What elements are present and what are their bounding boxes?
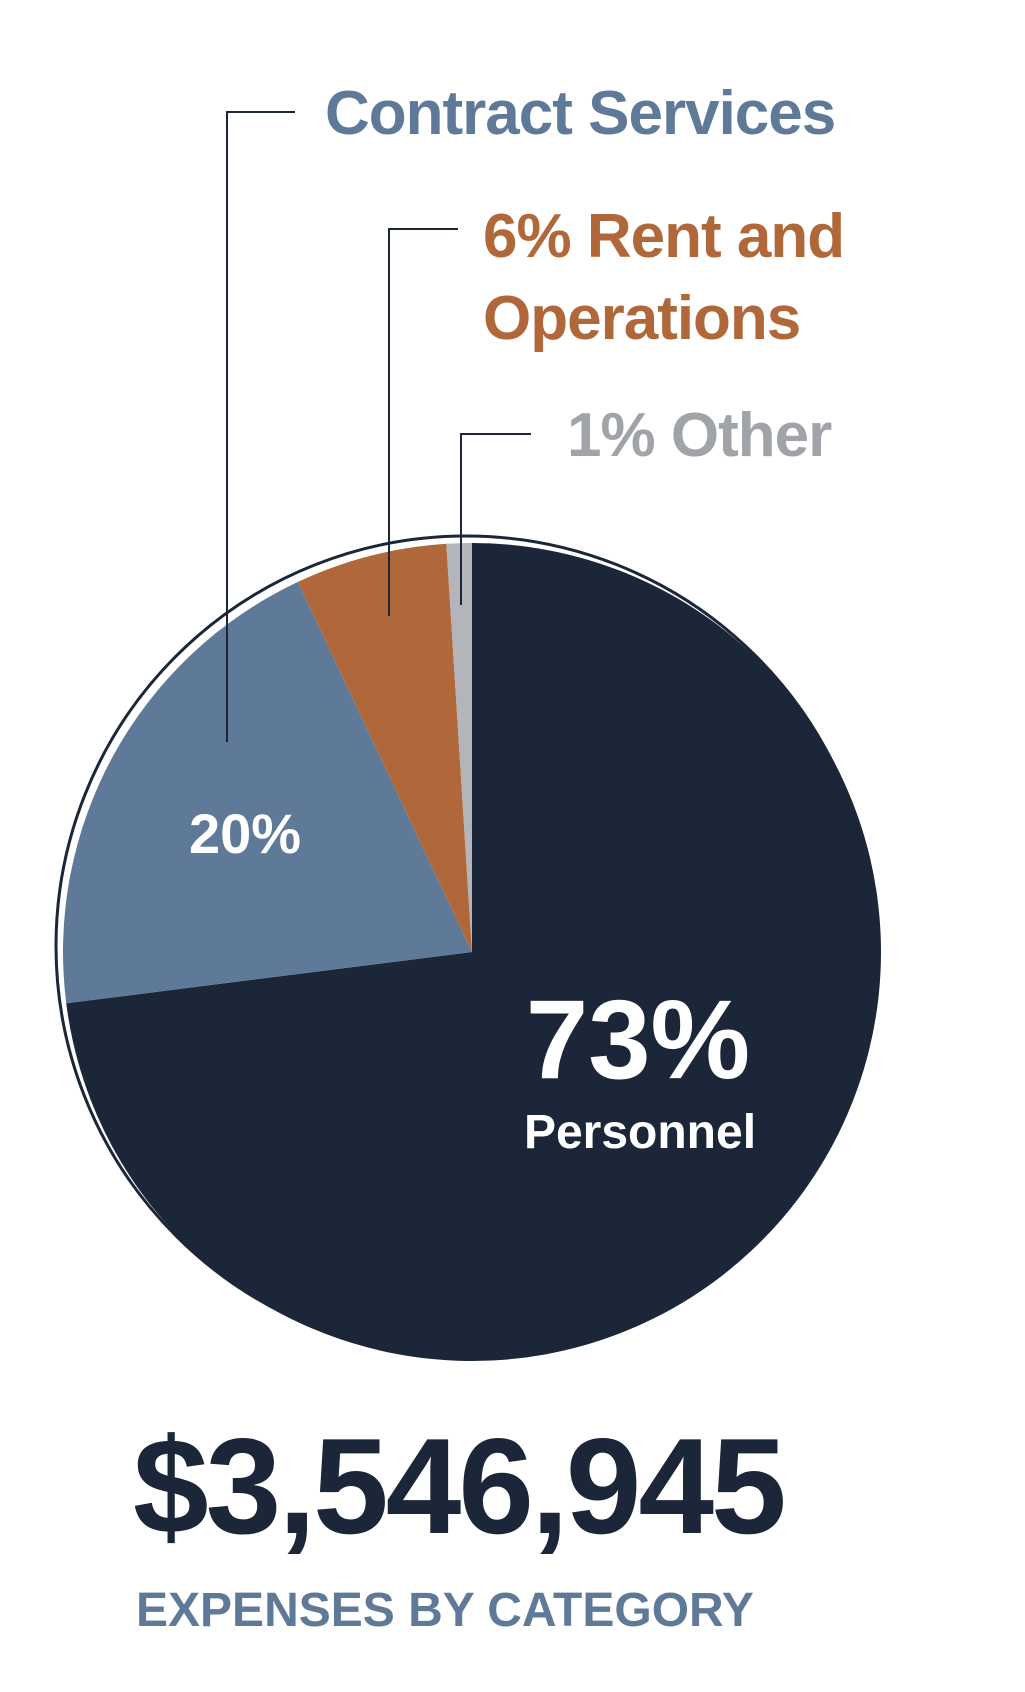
value-label: 20% xyxy=(189,802,301,865)
value-label: 1% xyxy=(567,401,655,470)
pie-slice xyxy=(446,543,472,952)
value-label: 73% xyxy=(526,977,750,1102)
slices xyxy=(62,543,881,1361)
category-label: Contract Services xyxy=(325,79,835,148)
category-name: Rent and Operations xyxy=(483,202,845,353)
category-label: Personnel xyxy=(524,1106,756,1159)
leader-line xyxy=(226,111,295,742)
category-label: 6% Rent and Operations xyxy=(483,196,953,360)
total: $3,546,945 xyxy=(133,1410,784,1562)
subtitle: EXPENSES BY CATEGORY xyxy=(136,1584,754,1637)
leader-line xyxy=(460,433,531,605)
value-label: 6% xyxy=(483,202,572,271)
category-name: Other xyxy=(671,401,832,470)
pie-slice xyxy=(297,543,472,952)
category-label: 1% Other xyxy=(567,401,832,470)
pie-slice xyxy=(62,581,472,1004)
pie-slice xyxy=(66,543,881,1361)
leader-line xyxy=(388,228,458,616)
